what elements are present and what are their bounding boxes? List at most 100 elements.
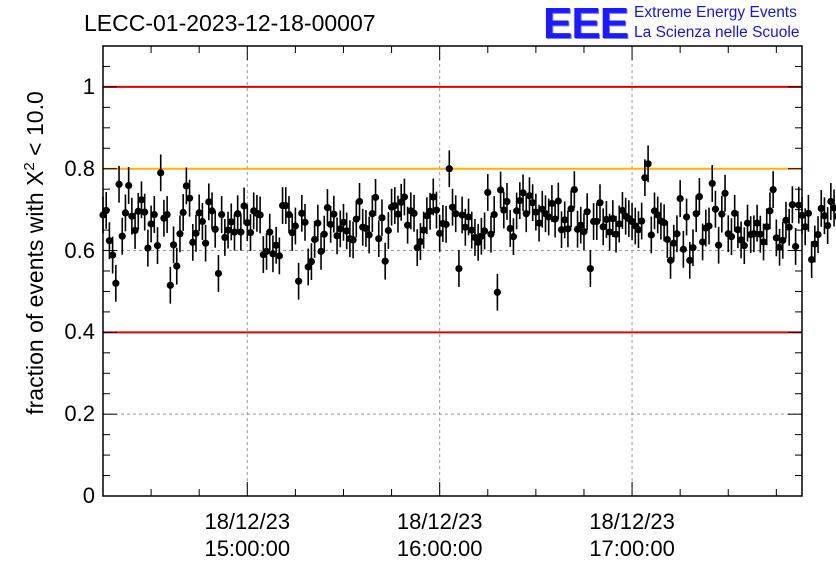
plot-frame xyxy=(102,45,803,497)
data-point xyxy=(609,215,617,223)
axis-ticks xyxy=(102,45,802,497)
data-point xyxy=(157,169,165,177)
data-point xyxy=(830,204,836,212)
data-point xyxy=(804,209,813,217)
data-point xyxy=(461,223,469,231)
data-point xyxy=(355,197,364,206)
data-point xyxy=(545,213,553,221)
data-point xyxy=(516,197,524,205)
data-point xyxy=(185,194,194,202)
data-point xyxy=(211,225,219,233)
data-point xyxy=(727,233,736,241)
data-point xyxy=(750,230,758,238)
data-point xyxy=(647,231,655,239)
data-point xyxy=(182,182,190,190)
data-point xyxy=(179,208,187,217)
data-point xyxy=(169,241,178,249)
data-point xyxy=(769,185,777,194)
data-point xyxy=(166,281,174,289)
data-point xyxy=(112,279,120,287)
data-point xyxy=(654,211,662,219)
data-point xyxy=(519,189,527,197)
data-point xyxy=(269,250,277,258)
data-point xyxy=(606,228,614,236)
data-point xyxy=(766,207,774,215)
y-tick-label: 1 xyxy=(82,73,95,99)
data-point xyxy=(487,230,495,238)
data-point xyxy=(577,221,585,229)
data-point xyxy=(352,215,360,223)
data-point xyxy=(448,203,457,211)
data-point xyxy=(753,219,761,227)
data-point xyxy=(381,257,389,265)
data-point xyxy=(243,219,251,227)
data-point xyxy=(699,238,707,246)
data-point xyxy=(615,220,623,228)
data-point xyxy=(420,226,428,234)
data-point xyxy=(109,251,117,259)
x-tick-date: 18/12/23 xyxy=(204,509,291,534)
data-point xyxy=(384,226,392,235)
data-point xyxy=(426,207,434,215)
data-point xyxy=(551,215,559,223)
data-point xyxy=(820,212,829,220)
data-point xyxy=(525,192,534,200)
data-point xyxy=(759,238,768,246)
data-point xyxy=(339,218,348,226)
data-point xyxy=(105,237,114,245)
data-point xyxy=(743,219,752,227)
data-point xyxy=(397,198,405,206)
data-point xyxy=(288,228,296,237)
data-point xyxy=(246,228,255,237)
data-point xyxy=(304,263,312,271)
data-point xyxy=(432,206,441,214)
data-point xyxy=(477,232,485,240)
data-point xyxy=(218,210,226,219)
data-point xyxy=(214,269,223,278)
data-point xyxy=(301,218,309,226)
data-point xyxy=(368,210,376,218)
data-point xyxy=(593,217,601,226)
data-point xyxy=(429,193,437,201)
data-point xyxy=(205,198,213,206)
data-point xyxy=(272,241,280,249)
data-point xyxy=(731,209,739,217)
data-point xyxy=(314,219,322,227)
data-point xyxy=(416,237,425,246)
data-point xyxy=(557,226,566,234)
data-point xyxy=(795,201,803,209)
data-point xyxy=(195,209,203,217)
data-point xyxy=(131,226,139,235)
logo-line-2: La Scienza nelle Scuole xyxy=(634,24,800,41)
data-point xyxy=(336,225,344,233)
data-point xyxy=(721,189,729,197)
y-tick-label: 0 xyxy=(82,483,95,508)
data-point xyxy=(375,235,383,243)
data-point xyxy=(378,214,386,222)
data-point xyxy=(128,212,136,220)
data-point xyxy=(506,224,514,233)
grid-lines xyxy=(103,46,802,496)
data-point xyxy=(785,223,793,231)
data-point xyxy=(153,242,162,250)
data-point xyxy=(634,226,643,234)
data-point xyxy=(227,218,235,226)
data-point xyxy=(480,227,489,235)
data-point xyxy=(343,227,351,235)
data-point xyxy=(500,206,508,214)
data-point xyxy=(121,209,130,217)
data-point xyxy=(532,208,540,216)
data-point xyxy=(394,210,402,218)
data-point xyxy=(224,226,232,234)
data-point xyxy=(734,226,742,234)
data-point xyxy=(307,257,316,266)
data-point xyxy=(452,210,460,218)
data-point xyxy=(567,205,575,213)
data-point xyxy=(298,209,306,217)
data-point xyxy=(711,205,720,213)
y-axis-label-suffix: < 10.0 xyxy=(21,91,48,163)
data-point xyxy=(548,199,556,208)
data-point xyxy=(586,264,594,273)
data-point xyxy=(596,199,604,207)
